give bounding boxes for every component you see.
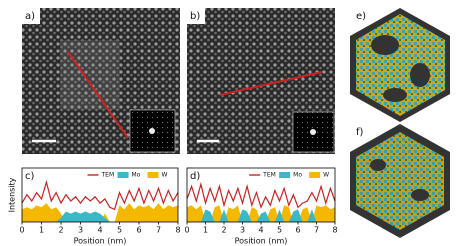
- x-tick-label: 6: [136, 226, 141, 235]
- x-tick-label: 7: [314, 226, 319, 235]
- x-tick-label: 5: [117, 226, 122, 235]
- x-tick-label: 4: [258, 226, 263, 235]
- panel-label: b): [190, 11, 200, 22]
- legend-label: Mo: [293, 172, 302, 179]
- panel-label: c): [25, 171, 34, 182]
- legend-label: TEM: [101, 172, 115, 179]
- simulation-f: [350, 124, 450, 238]
- x-tick-label: 1: [39, 226, 44, 235]
- legend-swatch: [117, 172, 129, 178]
- panel-label: a): [25, 11, 35, 22]
- line: [21, 179, 179, 211]
- x-axis-label: Position (nm): [74, 237, 127, 246]
- tem-image-b: [187, 8, 335, 154]
- panel-label-bg: [188, 169, 204, 181]
- simulation-e: [350, 8, 450, 122]
- legend-label: Mo: [132, 172, 141, 179]
- x-tick-label: 1: [203, 226, 208, 235]
- legend-swatch: [147, 172, 159, 178]
- x-tick-label: 8: [332, 226, 337, 235]
- legend-label: W: [323, 172, 329, 179]
- area: [187, 209, 335, 222]
- panel-label-bg: [23, 169, 39, 181]
- legend-swatch: [309, 172, 321, 178]
- panel-label: d): [190, 171, 200, 182]
- x-tick-label: 4: [97, 226, 102, 235]
- x-tick-label: 7: [156, 226, 161, 235]
- x-tick-label: 3: [78, 226, 83, 235]
- x-tick-label: 6: [295, 226, 300, 235]
- panel-label: f): [356, 127, 364, 138]
- legend-label: W: [162, 172, 168, 179]
- legend-swatch: [279, 172, 291, 178]
- area: [22, 203, 178, 222]
- x-tick-label: 5: [277, 226, 282, 235]
- x-tick-label: 2: [58, 226, 63, 235]
- tem-image-a: [22, 8, 180, 154]
- y-axis-label: Intensity: [8, 177, 17, 212]
- x-tick-label: 3: [240, 226, 245, 235]
- line: [186, 181, 336, 210]
- x-axis-label: Position (nm): [235, 237, 288, 246]
- x-tick-label: 8: [175, 226, 180, 235]
- panel-label: e): [356, 11, 366, 22]
- x-tick-label: 0: [184, 226, 189, 235]
- legend-label: TEM: [262, 172, 276, 179]
- x-tick-label: 2: [221, 226, 226, 235]
- x-tick-label: 0: [19, 226, 24, 235]
- area: [22, 211, 178, 222]
